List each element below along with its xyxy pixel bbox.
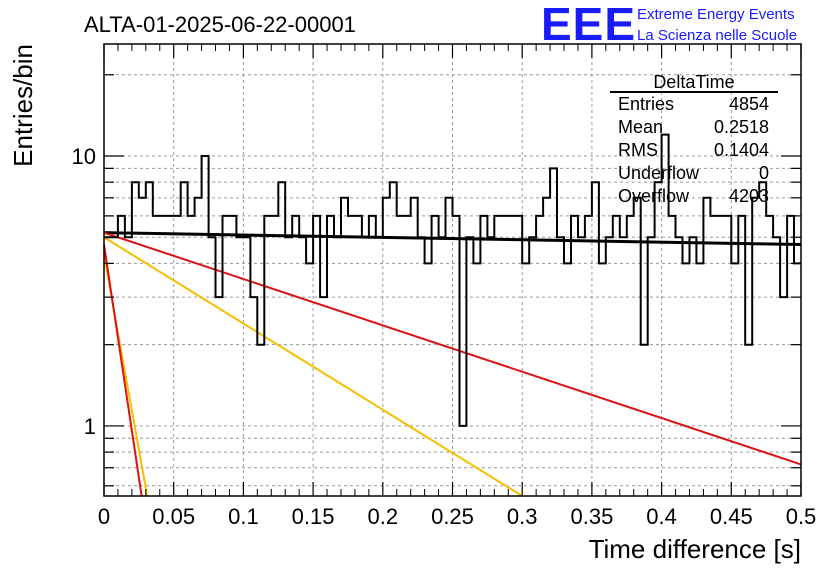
stats-value: 4203 (729, 186, 769, 206)
fit-curves (103, 231, 802, 497)
x-tick-label: 0.3 (507, 504, 538, 529)
eee-subtitle-2: La Scienza nelle Scuole (637, 27, 797, 44)
y-tick-label: 1 (84, 414, 96, 439)
stats-title: DeltaTime (653, 72, 734, 92)
run-title: ALTA-01-2025-06-22-00001 (84, 12, 356, 37)
x-axis-title: Time difference [s] (589, 534, 801, 564)
stats-box: DeltaTime Entries 4854 Mean 0.2518 RMS 0.1404… (610, 72, 778, 206)
grid (104, 44, 801, 496)
y-tick-label: 10 (72, 144, 96, 169)
x-tick-label: 0.35 (570, 504, 613, 529)
x-tick-label: 0.15 (292, 504, 335, 529)
x-tick-label: 0.2 (368, 504, 399, 529)
fit-curve-1 (103, 231, 802, 247)
x-tick-label: 0.05 (152, 504, 195, 529)
stats-label: Entries (618, 94, 674, 114)
x-tick-label: 0.45 (710, 504, 753, 529)
stats-label: Underflow (618, 163, 700, 183)
y-axis-title: Entries/bin (8, 44, 38, 167)
stats-label: RMS (618, 140, 658, 160)
x-tick-label: 0.5 (786, 504, 817, 529)
x-tick-label: 0 (98, 504, 110, 529)
x-tick-label: 0.4 (646, 504, 677, 529)
stats-value: 0.1404 (714, 140, 769, 160)
fit-curve-5 (103, 244, 143, 497)
stats-value: 4854 (729, 94, 769, 114)
fit-curve-2 (103, 231, 802, 466)
stats-label: Mean (618, 117, 663, 137)
eee-logo: EEE (541, 0, 636, 50)
histogram-series (104, 133, 801, 427)
axis-ticks: 0 0.05 0.1 0.15 0.2 0.25 0.3 0.35 0.4 0.45 0.5 1 10 (72, 44, 817, 529)
stats-label: Overflow (618, 186, 690, 206)
stats-value: 0 (759, 163, 769, 183)
stats-value: 0.2518 (714, 117, 769, 137)
fit-curve-3 (103, 236, 523, 497)
x-tick-label: 0.1 (228, 504, 259, 529)
x-tick-label: 0.25 (431, 504, 474, 529)
eee-subtitle-1: Extreme Energy Events (637, 6, 795, 23)
